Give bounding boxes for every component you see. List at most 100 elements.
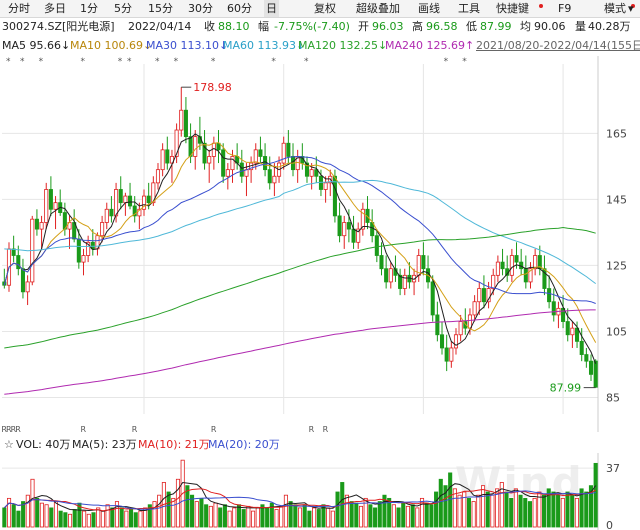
volume-ma20: MA(20): 20万: [208, 438, 280, 451]
rights-marker: R: [11, 425, 17, 432]
volume-bar: [39, 502, 44, 528]
volume-bar: [30, 478, 35, 528]
candle-body: [118, 189, 123, 204]
volume-bar: [373, 507, 378, 528]
volume-bar: [63, 512, 68, 528]
volume-bar: [157, 494, 162, 528]
volume-bar: [96, 507, 101, 528]
volume-bar: [105, 504, 110, 528]
candle-body: [309, 169, 314, 177]
volume-bar: [419, 497, 425, 528]
volume-bar: [307, 510, 312, 528]
volume-ma10-line: [3, 488, 596, 512]
volume-bar: [527, 501, 532, 528]
toolbar-item-9[interactable]: 超级叠加: [356, 2, 400, 15]
candle-body: [202, 142, 207, 164]
toolbar-item-14[interactable]: 模式: [604, 2, 626, 15]
candle-body: [155, 169, 161, 184]
volume-bar: [321, 504, 326, 528]
candle-body: [314, 169, 319, 177]
candle-body: [165, 149, 170, 164]
candle-body: [542, 268, 547, 289]
volume-bar: [330, 510, 335, 528]
toolbar-item-6[interactable]: 60分: [227, 2, 252, 15]
chevron-down-icon[interactable]: ▾: [628, 2, 634, 15]
candle-body: [81, 255, 86, 263]
event-star-icon: *: [39, 57, 44, 67]
volume-bar: [110, 507, 115, 528]
watermark-logo: Wind: [455, 458, 584, 507]
candle-body: [239, 162, 244, 177]
candle-body: [374, 235, 379, 256]
toolbar-item-3[interactable]: 5分: [114, 2, 132, 15]
volume-bar: [523, 497, 528, 528]
toolbar-item-11[interactable]: 工具: [458, 2, 480, 15]
candle-body: [449, 347, 454, 362]
event-star-icon: *: [155, 57, 160, 67]
y-axis-label: 85: [606, 391, 620, 404]
volume-bar: [588, 485, 594, 528]
open-value: 96.03: [372, 20, 404, 33]
candle-body: [100, 222, 105, 237]
toolbar-item-7[interactable]: 日: [264, 0, 279, 17]
volume-bar: [462, 491, 467, 528]
volume-bar: [537, 491, 542, 528]
volume-bar: [152, 501, 157, 528]
candle-body: [39, 222, 44, 230]
candle-body: [244, 169, 249, 177]
volume-ma5-line: [3, 481, 597, 512]
volume-bar: [255, 507, 260, 528]
rights-marker: R: [132, 425, 138, 432]
toolbar-item-0[interactable]: 分时: [8, 2, 30, 15]
ma60-line: [4, 179, 596, 285]
volume-bar: [396, 507, 401, 528]
toolbar-item-4[interactable]: 15分: [148, 2, 173, 15]
volume-bar: [382, 494, 387, 528]
ma30-line: [3, 155, 596, 304]
candle-body: [356, 228, 361, 243]
volume-bar: [133, 512, 138, 528]
event-star-icon: *: [174, 57, 179, 67]
candle-body: [16, 255, 21, 270]
volume-bar: [471, 501, 476, 528]
avg-value: 90.06: [534, 20, 566, 33]
event-star-icon: *: [118, 57, 123, 67]
volume-chart[interactable]: 37 0: [0, 453, 640, 530]
candle-body: [472, 301, 477, 316]
volume-bar: [68, 513, 73, 528]
candle-body: [272, 175, 277, 184]
candle-body: [579, 340, 584, 355]
date-range-link[interactable]: 2021/08/20-2022/04/14(155日): [476, 39, 640, 52]
volume-bar: [147, 504, 152, 528]
stock-code[interactable]: 300274.SZ[阳光电源]: [2, 20, 115, 33]
candle-body: [267, 169, 272, 184]
candle-body: [500, 261, 505, 270]
candle-body: [193, 136, 198, 157]
candle-body: [221, 149, 226, 177]
volume-bar: [565, 491, 570, 528]
volume-settings-icon[interactable]: ☆: [4, 438, 14, 451]
volume-bar: [556, 494, 561, 528]
volume-bar: [194, 501, 199, 528]
toolbar-item-13[interactable]: F9: [558, 2, 572, 15]
volume-bar: [513, 488, 518, 528]
candle-body: [342, 222, 347, 237]
toolbar-item-1[interactable]: 多日: [44, 2, 66, 15]
toolbar-item-12[interactable]: 快捷键: [496, 2, 529, 15]
volume-bar: [204, 504, 209, 528]
toolbar-item-8[interactable]: 复权: [314, 2, 336, 15]
candle-body: [286, 142, 291, 157]
candle-body: [225, 169, 230, 177]
toolbar-item-10[interactable]: 画线: [418, 2, 440, 15]
volume-bar: [274, 509, 279, 528]
candle-body: [253, 149, 258, 164]
volume-y-label: 0: [606, 519, 613, 530]
candle-body: [491, 274, 496, 289]
volume-bar: [213, 502, 218, 528]
toolbar-item-5[interactable]: 30分: [188, 2, 213, 15]
toolbar-item-2[interactable]: 1分: [80, 2, 98, 15]
candle-body: [421, 255, 426, 270]
volume-bar: [16, 510, 21, 528]
candle-body: [570, 327, 575, 336]
